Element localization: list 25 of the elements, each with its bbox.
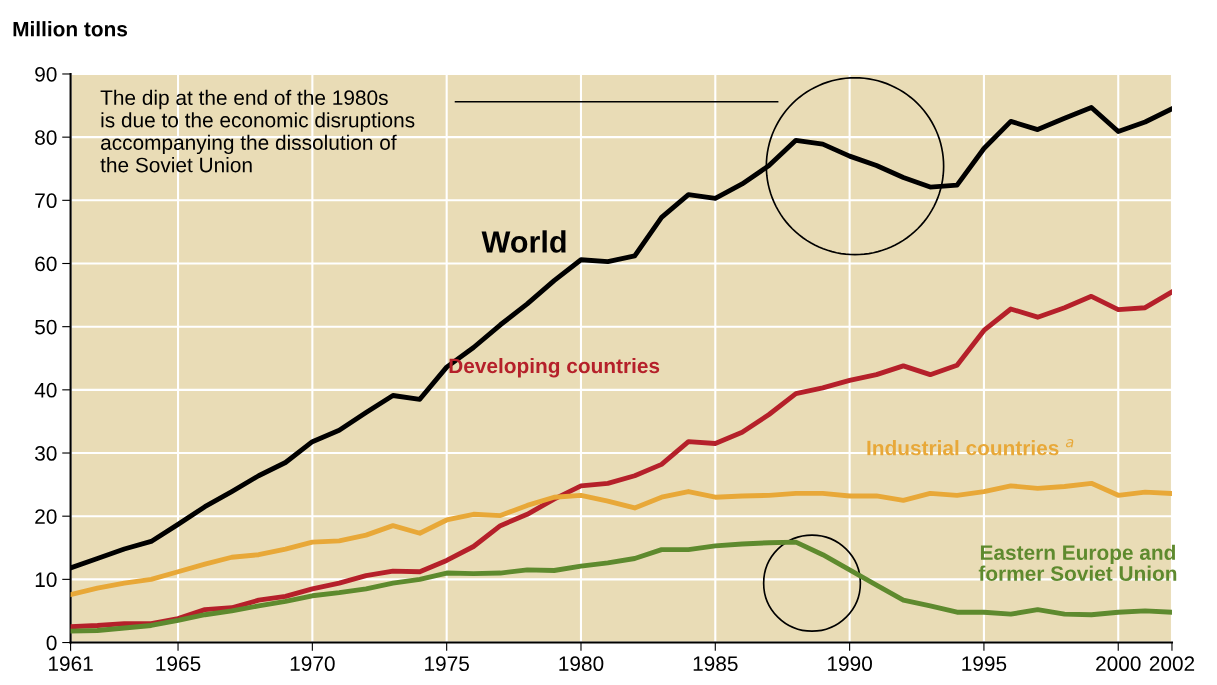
x-tick-label: 2000 bbox=[1096, 656, 1141, 672]
x-tick-label: 1965 bbox=[156, 656, 201, 672]
y-tick-label: 70 bbox=[35, 193, 57, 209]
x-tick-label: 1980 bbox=[559, 656, 604, 672]
y-tick-label: 20 bbox=[35, 509, 57, 524]
y-tick-label: 40 bbox=[34, 382, 57, 398]
series-label: Eastern Europe and former Soviet Union bbox=[978, 544, 1177, 581]
y-axis-title: Million tons bbox=[13, 21, 128, 37]
y-tick-label: 30 bbox=[35, 446, 57, 461]
x-tick-label: 1990 bbox=[828, 656, 872, 672]
series-label: World bbox=[481, 230, 566, 253]
x-tick-label: 1985 bbox=[693, 656, 738, 672]
x-tick-label: 1970 bbox=[290, 656, 335, 672]
x-tick-label: 1975 bbox=[425, 656, 469, 672]
y-tick-label: 60 bbox=[35, 256, 57, 272]
y-tick-label: 0 bbox=[46, 635, 57, 651]
annotation: The dip at the end of the 1980s is due to the economic disruptions accompanying the dissolution of the Soviet Union bbox=[100, 89, 415, 173]
x-tick-label: 1961 bbox=[49, 656, 93, 672]
text: Developing countries bbox=[449, 357, 660, 378]
y-tick-label: 10 bbox=[35, 572, 57, 588]
y-tick-label: 80 bbox=[35, 130, 57, 145]
y-tick-label: 50 bbox=[35, 319, 57, 335]
x-tick-label: 1995 bbox=[962, 656, 1007, 672]
y-tick-label: 90 bbox=[35, 66, 57, 82]
x-tick-label: 2002 bbox=[1149, 656, 1195, 672]
